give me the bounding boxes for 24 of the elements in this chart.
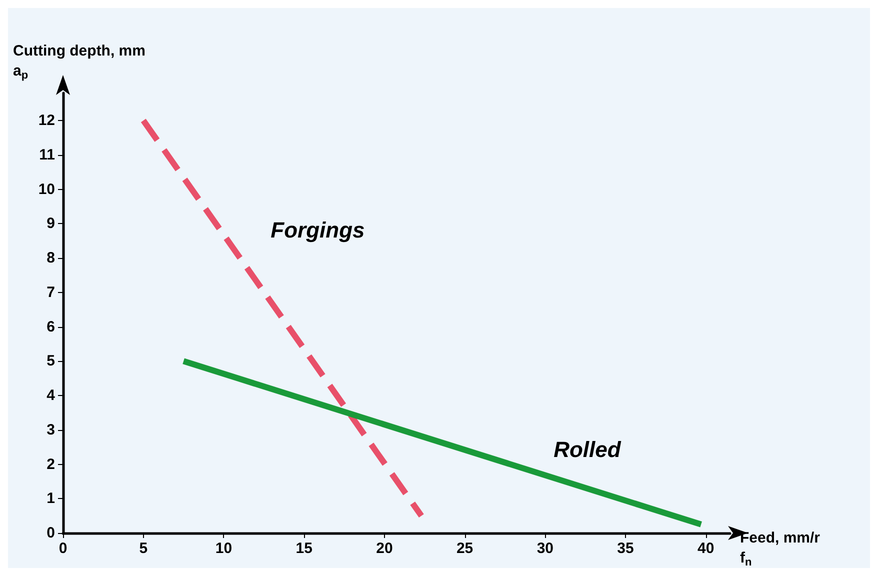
y-tick-label: 4 [46, 387, 56, 404]
y-tick-label: 9 [46, 215, 55, 232]
x-tick-label: 5 [139, 540, 148, 557]
series-label: Rolled [554, 436, 622, 462]
y-tick-label: 8 [46, 250, 55, 266]
x-tick-label: 0 [58, 540, 68, 557]
x-tick-label: 20 [376, 540, 393, 557]
x-tick-label: 10 [215, 540, 232, 557]
y-tick-label: 5 [46, 352, 55, 370]
x-tick-label: 25 [456, 540, 474, 557]
y-tick-label: 3 [46, 421, 55, 438]
y-tick-label: 7 [46, 284, 55, 301]
y-tick-label: 2 [46, 456, 55, 473]
x-tick-label: 35 [617, 540, 634, 557]
x-tick-label: 30 [536, 540, 554, 557]
y-tick-label: 6 [46, 318, 55, 336]
x-tick-label: 40 [698, 540, 714, 557]
y-tick-label: 0 [46, 524, 55, 542]
y-tick-label: 12 [38, 112, 55, 129]
x-tick-label: 15 [296, 540, 312, 557]
y-tick-label: 10 [38, 180, 55, 198]
series-label: Forgings [270, 217, 365, 242]
y-tick-label: 11 [39, 146, 55, 164]
y-tick-label: 1 [46, 490, 55, 508]
